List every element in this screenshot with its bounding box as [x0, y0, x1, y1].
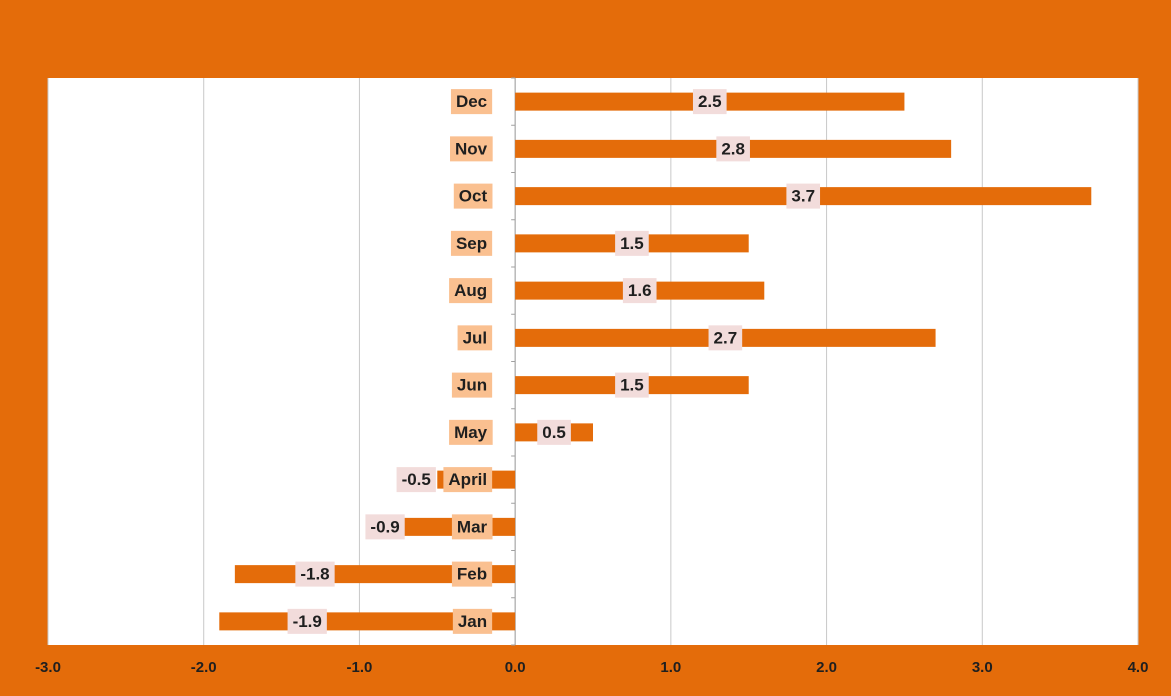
value-label: -1.8	[300, 565, 329, 584]
value-label: 2.8	[721, 139, 745, 158]
value-label: 2.5	[698, 92, 722, 111]
label-box	[451, 372, 493, 398]
category-label: Feb	[457, 565, 487, 584]
label-box	[451, 514, 493, 540]
category-label: Oct	[459, 187, 488, 206]
x-tick-label: 3.0	[972, 659, 993, 676]
value-label: -1.9	[293, 612, 322, 631]
value-label: 0.5	[542, 423, 566, 442]
label-box	[287, 608, 327, 634]
label-box	[396, 467, 436, 493]
label-box	[365, 514, 405, 540]
category-label: Jul	[463, 328, 488, 347]
category-label: May	[454, 423, 488, 442]
label-box	[457, 325, 493, 351]
x-tick-label: 4.0	[1128, 659, 1149, 676]
value-label: 1.6	[628, 281, 652, 300]
x-tick-label: -1.0	[346, 659, 372, 676]
x-tick-label: -2.0	[191, 659, 217, 676]
label-box	[450, 136, 493, 162]
value-label: 3.7	[791, 187, 815, 206]
category-label: Nov	[455, 139, 488, 158]
value-label: 2.7	[714, 328, 738, 347]
label-box	[537, 419, 571, 445]
category-label: Jan	[458, 612, 487, 631]
label-box	[443, 467, 493, 493]
label-box	[449, 419, 493, 445]
plot-area	[48, 78, 1138, 645]
label-box	[452, 608, 493, 634]
value-label: -0.5	[402, 470, 431, 489]
x-tick-label: -3.0	[35, 659, 61, 676]
category-label: Aug	[454, 281, 487, 300]
label-box	[786, 183, 821, 209]
category-label: Jun	[457, 376, 487, 395]
label-box	[450, 89, 493, 115]
value-label: 1.5	[620, 376, 644, 395]
label-box	[450, 230, 493, 256]
value-label: -0.9	[370, 517, 399, 536]
label-box	[615, 230, 649, 256]
category-label: Sep	[456, 234, 487, 253]
category-label: Mar	[457, 517, 488, 536]
x-tick-label: 1.0	[660, 659, 681, 676]
label-box	[451, 561, 493, 587]
label-box	[716, 136, 750, 162]
x-tick-label: 0.0	[505, 659, 526, 676]
category-label: Dec	[456, 92, 487, 111]
category-label: April	[448, 470, 487, 489]
label-box	[708, 325, 743, 351]
label-box	[615, 372, 649, 398]
x-tick-label: 2.0	[816, 659, 837, 676]
label-box	[295, 561, 335, 587]
value-label: 1.5	[620, 234, 644, 253]
label-box	[453, 183, 493, 209]
label-box	[622, 278, 657, 304]
label-box	[449, 278, 493, 304]
label-box	[692, 89, 727, 115]
